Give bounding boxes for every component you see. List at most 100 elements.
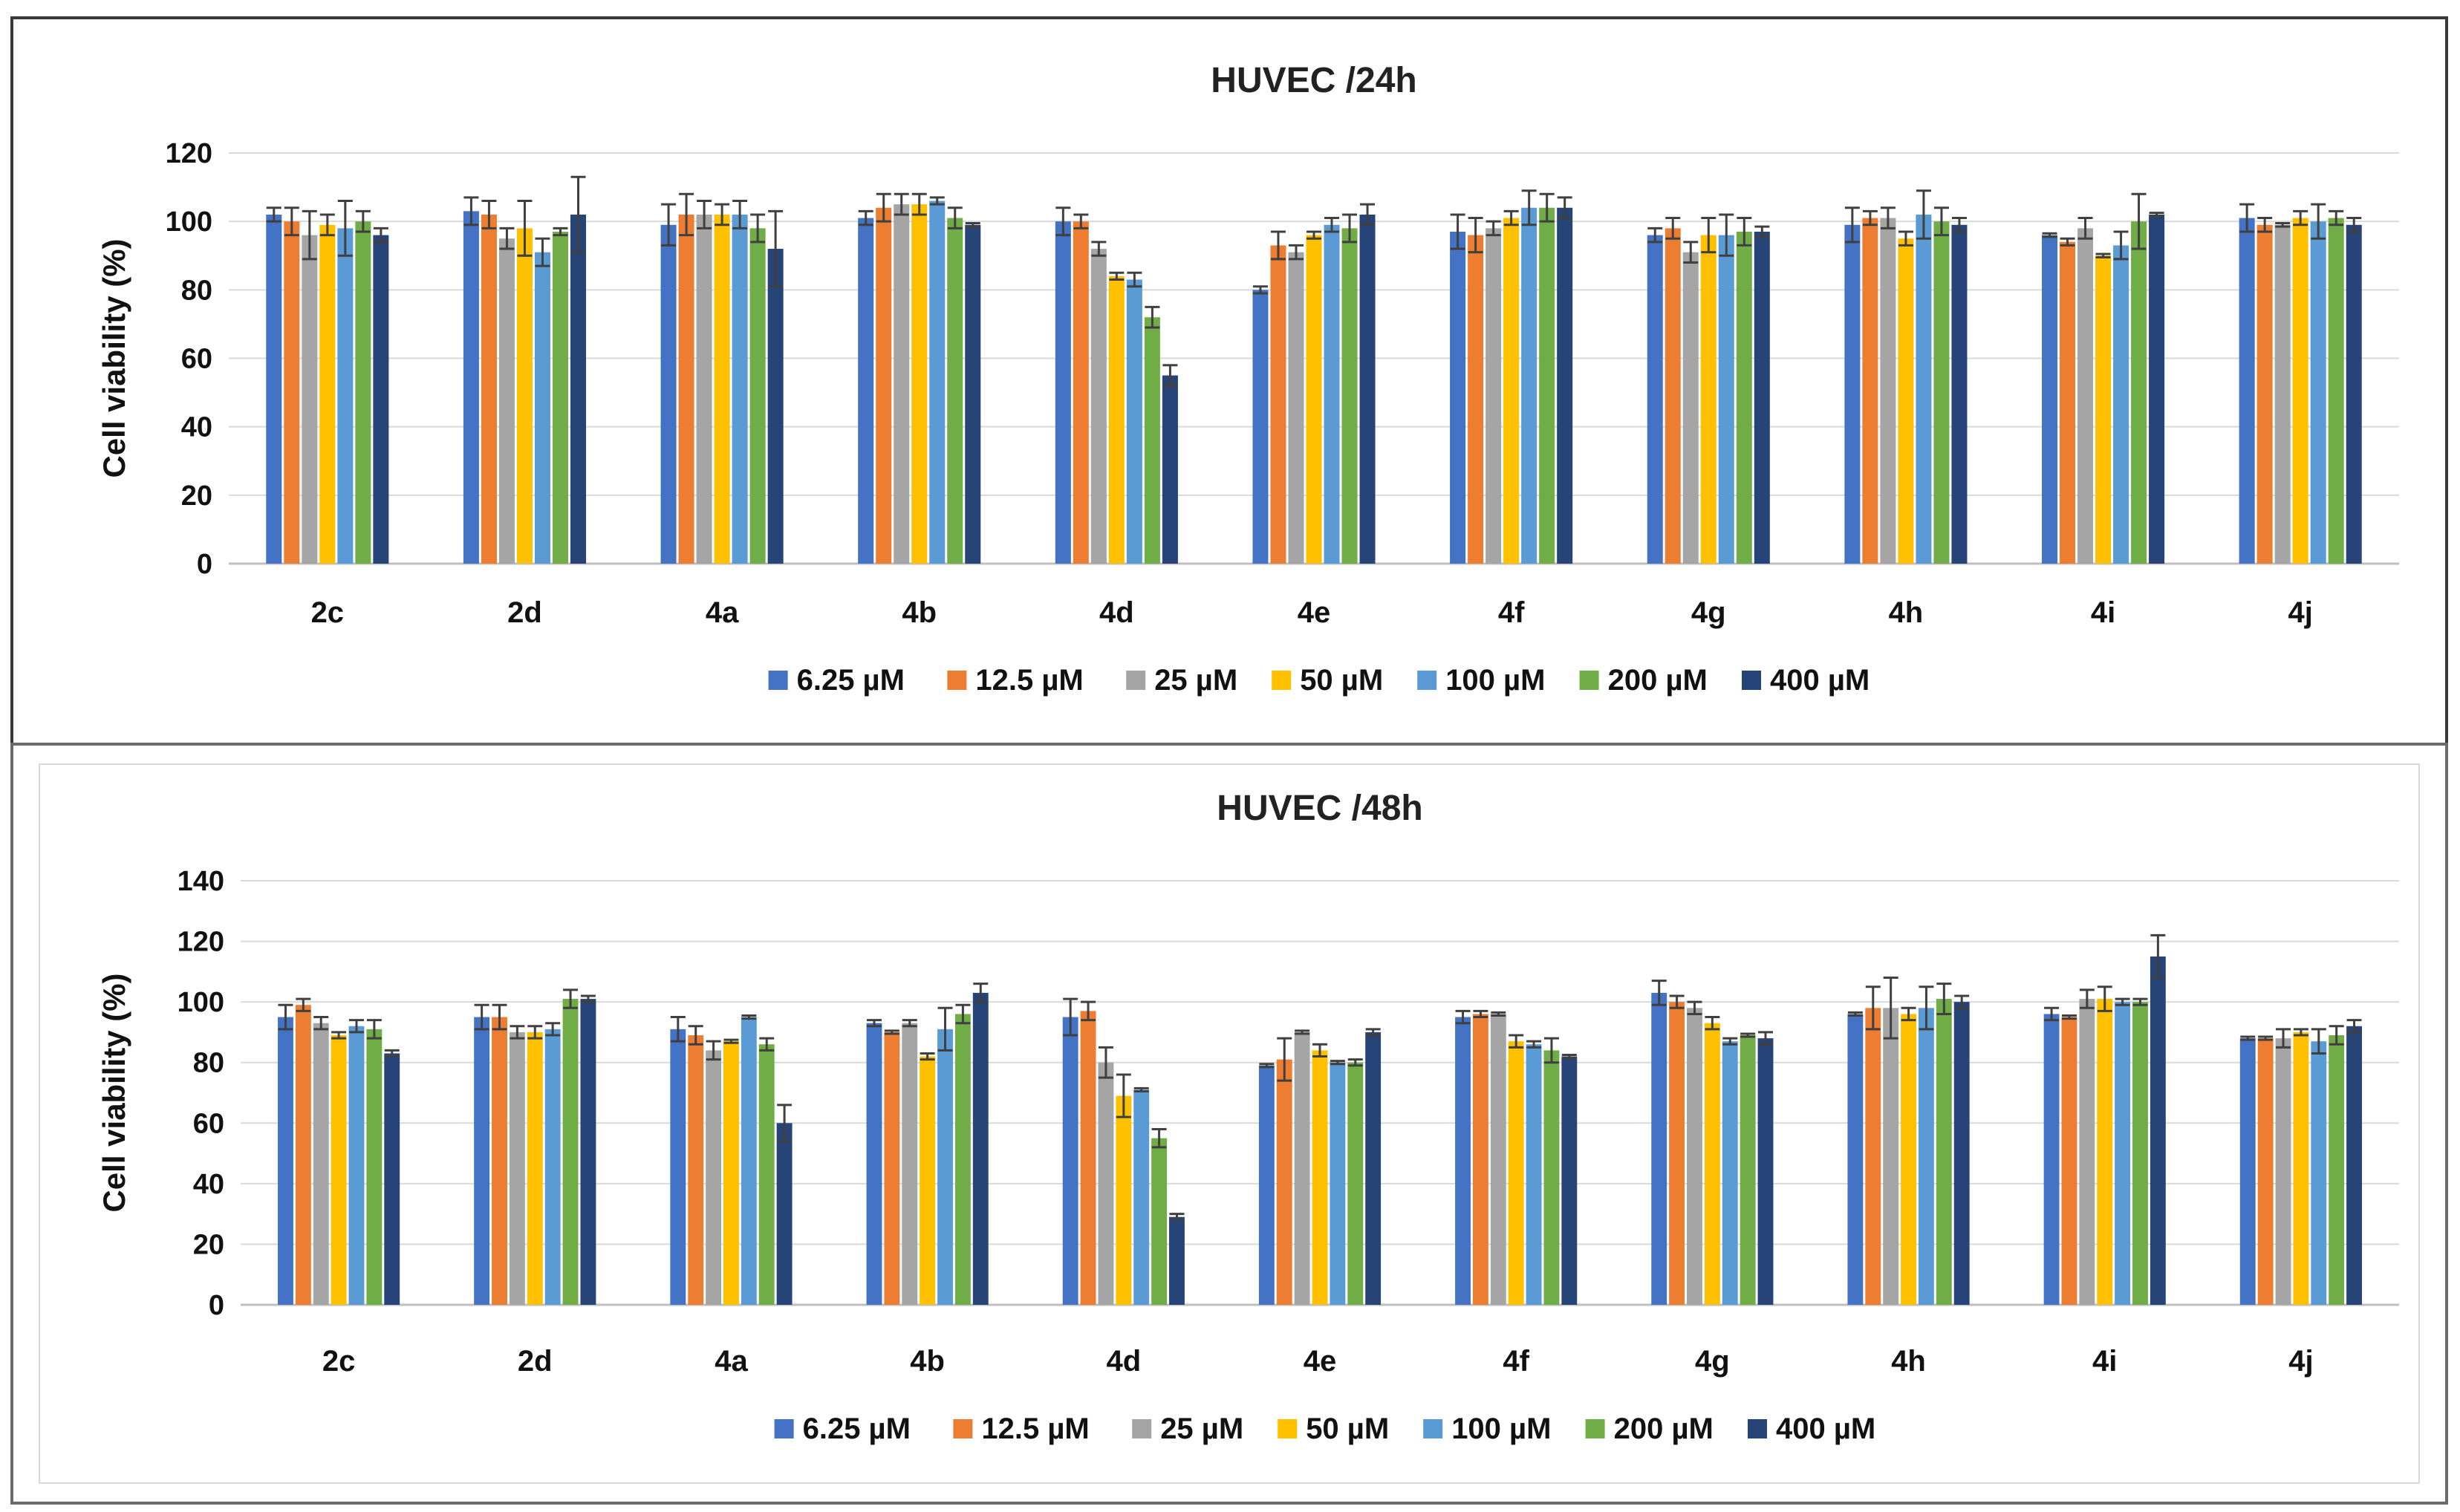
bar — [1647, 235, 1663, 564]
bar — [1883, 1008, 1899, 1305]
bar — [920, 1056, 936, 1305]
bar — [544, 1029, 561, 1305]
bar — [688, 1035, 704, 1305]
legend-label: 25 µM — [1160, 1412, 1243, 1445]
bar — [509, 1032, 525, 1305]
y-tick-label: 100 — [178, 987, 224, 1018]
x-tick-label: 4j — [2288, 596, 2313, 629]
bar — [562, 999, 579, 1305]
bar — [1736, 231, 1752, 564]
bar — [965, 224, 981, 564]
bar — [481, 214, 497, 564]
x-tick-label: 4e — [1298, 596, 1331, 629]
bar — [1258, 1065, 1275, 1305]
y-tick-label: 40 — [181, 412, 212, 443]
legend-label: 25 µM — [1154, 664, 1237, 697]
chart-title: HUVEC /48h — [1217, 789, 1422, 828]
bar — [2077, 228, 2094, 564]
bar — [1312, 1050, 1328, 1305]
chart-panel-24h: HUVEC /24h Cell viability (%) 0 20 40 60 80 100… — [10, 16, 2448, 746]
bar — [858, 218, 874, 564]
bar — [1450, 231, 1466, 564]
bar — [534, 252, 550, 564]
bar — [266, 214, 282, 564]
bar — [1133, 1089, 1150, 1305]
y-tick-label: 0 — [209, 1290, 224, 1321]
chart-panel-48h: HUVEC /48h Cell viability (%) 0 20 40 60 80 100… — [10, 743, 2448, 1505]
y-tick-label: 60 — [193, 1108, 224, 1139]
x-tick-label: 4a — [706, 596, 739, 629]
bar — [1169, 1216, 1185, 1305]
bar — [1740, 1035, 1756, 1305]
bar — [1116, 1095, 1132, 1305]
legend-label: 400 µM — [1770, 664, 1870, 697]
bar — [1718, 235, 1734, 564]
bar — [2041, 235, 2058, 564]
bar — [1754, 231, 1770, 564]
bar — [749, 228, 766, 564]
bar — [1294, 1032, 1310, 1305]
x-tick-label: 4i — [2092, 1345, 2117, 1378]
bar — [876, 207, 892, 564]
legend-swatch — [768, 671, 788, 690]
bar — [1486, 228, 1502, 564]
bar — [1918, 1008, 1934, 1305]
legend-swatch — [1132, 1419, 1152, 1438]
bar — [278, 1017, 293, 1305]
bar — [570, 214, 587, 564]
x-tick-label: 4d — [1106, 1345, 1141, 1378]
bar — [1341, 228, 1358, 564]
y-tick-label: 120 — [178, 927, 224, 958]
legend-label: 100 µM — [1445, 664, 1545, 697]
legend-swatch — [1579, 671, 1599, 690]
bar — [2292, 218, 2308, 564]
y-tick-label: 40 — [193, 1169, 224, 1200]
bar — [2149, 214, 2165, 564]
bar — [1901, 1014, 1916, 1305]
legend-swatch — [1748, 1419, 1767, 1438]
bar — [911, 204, 928, 564]
legend-label: 6.25 µM — [797, 664, 905, 697]
bar — [670, 1029, 686, 1305]
bar — [696, 214, 712, 564]
bar — [1933, 221, 1950, 564]
bar — [1144, 317, 1160, 564]
bar — [1347, 1062, 1364, 1305]
bar — [1722, 1041, 1738, 1305]
x-tick-label: 4b — [902, 596, 937, 629]
bar — [580, 999, 596, 1305]
bar — [1951, 224, 1968, 564]
bar — [2095, 255, 2112, 564]
bar — [2239, 1038, 2256, 1305]
bar — [2150, 956, 2166, 1305]
bar — [284, 221, 300, 564]
bar — [929, 201, 946, 564]
y-tick-label: 60 — [181, 344, 212, 375]
bar — [1508, 1041, 1524, 1305]
bar — [1288, 252, 1304, 564]
bar — [2061, 1017, 2077, 1305]
legend-swatch — [1585, 1419, 1605, 1438]
x-tick-label: 2d — [518, 1345, 553, 1378]
bar — [723, 1041, 739, 1305]
x-tick-label: 4b — [910, 1345, 945, 1378]
x-tick-label: 4a — [715, 1345, 748, 1378]
bar — [1543, 1050, 1560, 1305]
bar — [1539, 207, 1555, 564]
legend-swatch — [1423, 1419, 1443, 1438]
bar — [1700, 235, 1717, 564]
x-tick-label: 4e — [1304, 1345, 1337, 1378]
x-tick-label: 4h — [1889, 596, 1924, 629]
y-tick-label: 120 — [166, 138, 212, 169]
bar — [373, 235, 389, 564]
bar — [2274, 224, 2291, 564]
y-tick-label: 0 — [197, 549, 212, 580]
bar — [463, 211, 479, 564]
bar — [1669, 1002, 1685, 1305]
bar — [1324, 224, 1340, 564]
bar — [1270, 245, 1286, 564]
bar — [1757, 1038, 1774, 1305]
bar — [776, 1123, 793, 1305]
bar — [1880, 218, 1896, 564]
x-tick-label: 4f — [1503, 1345, 1529, 1378]
